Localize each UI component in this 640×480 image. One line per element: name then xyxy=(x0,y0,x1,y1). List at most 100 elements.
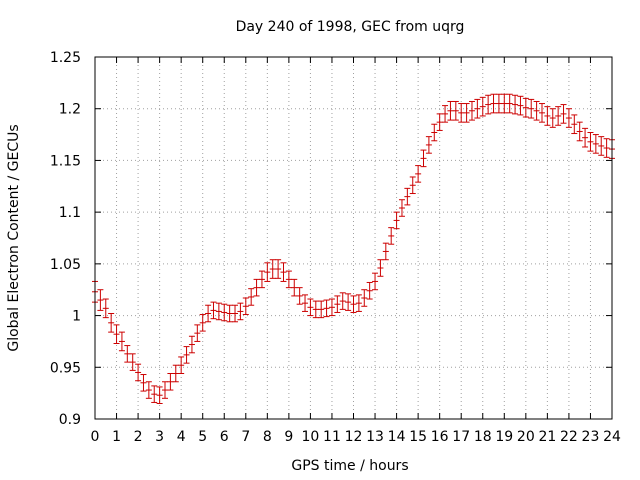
error-bar-point xyxy=(517,95,524,116)
error-bar-point xyxy=(145,381,152,399)
error-bar-point xyxy=(302,294,309,312)
x-tick-label: 15 xyxy=(409,429,427,445)
y-axis-label: Global Electron Content / GECUs xyxy=(6,124,22,351)
x-tick-label: 16 xyxy=(431,429,449,445)
error-bar-point xyxy=(555,106,562,126)
error-bar-point xyxy=(361,289,368,307)
error-bar-point xyxy=(97,289,104,311)
error-bar-point xyxy=(291,278,298,297)
chart-title: Day 240 of 1998, GEC from uqrg xyxy=(236,19,465,35)
x-tick-label: 21 xyxy=(538,429,556,445)
x-tick-label: 12 xyxy=(345,429,363,445)
error-bar-point xyxy=(118,331,125,352)
error-bar-point xyxy=(544,106,551,126)
error-bar-point xyxy=(280,262,287,282)
error-bar-point xyxy=(275,259,282,279)
x-tick-labels: 0 1 2 3 4 5 6 7 8 9 10 11 12 13 14 15 16 17 18 19 20 21 22 23 24 xyxy=(91,429,621,445)
x-tick-label: 1 xyxy=(112,429,121,445)
y-tick-label: 1.15 xyxy=(50,153,81,169)
error-bar-point xyxy=(598,136,605,156)
x-axis-label: GPS time / hours xyxy=(291,458,408,474)
error-bar-point xyxy=(334,295,341,313)
error-bar-point xyxy=(178,356,185,374)
y-tick-label: 1.1 xyxy=(59,205,81,221)
x-tick-label: 14 xyxy=(388,429,406,445)
error-bar-point xyxy=(490,93,497,114)
error-bar-point xyxy=(468,100,475,121)
error-bar-point xyxy=(355,294,362,312)
error-bar-point xyxy=(151,385,158,403)
error-bar-point xyxy=(345,293,352,311)
y-tick-label: 0.9 xyxy=(59,412,81,428)
error-bar-point xyxy=(479,96,486,117)
error-bar-point xyxy=(226,304,233,323)
error-bar-point xyxy=(522,97,529,118)
error-bar-point xyxy=(576,121,583,142)
error-bar-point xyxy=(425,136,432,154)
error-bar-point xyxy=(409,176,416,195)
x-tick-label: 24 xyxy=(603,429,621,445)
error-bar-point xyxy=(420,149,427,168)
error-bar-point xyxy=(587,132,594,152)
y-tick-label: 1.05 xyxy=(50,257,81,273)
error-bar-point xyxy=(296,287,303,305)
error-bar-point xyxy=(436,113,443,131)
error-bar-point xyxy=(463,103,470,123)
error-bar-point xyxy=(188,335,195,354)
error-bars xyxy=(92,93,615,404)
error-bar-point xyxy=(124,345,131,363)
error-bar-point xyxy=(538,103,545,123)
y-tick-label: 1.2 xyxy=(59,102,81,118)
x-tick-label: 17 xyxy=(452,429,470,445)
error-bar-point xyxy=(205,304,212,323)
error-bar-point xyxy=(506,93,513,114)
error-bar-point xyxy=(156,386,163,404)
error-bar-point xyxy=(366,281,373,300)
error-bar-point xyxy=(377,259,384,277)
y-tick-labels: 0.9 0.95 1 1.05 1.1 1.15 1.2 1.25 xyxy=(50,50,81,428)
error-bar-point xyxy=(388,227,395,245)
error-bar-point xyxy=(318,300,325,319)
error-bar-point xyxy=(253,278,260,297)
x-tick-label: 22 xyxy=(560,429,578,445)
error-bar-point xyxy=(172,364,179,383)
x-tick-label: 3 xyxy=(155,429,164,445)
x-tick-label: 11 xyxy=(323,429,341,445)
error-bar-point xyxy=(452,100,459,121)
error-bar-point xyxy=(323,299,330,318)
error-bar-point xyxy=(232,304,239,323)
error-bar-point xyxy=(248,288,255,306)
x-tick-label: 6 xyxy=(220,429,229,445)
x-tick-label: 2 xyxy=(134,429,143,445)
error-bar-point xyxy=(167,372,174,391)
error-bar-point xyxy=(307,298,314,317)
x-tick-label: 19 xyxy=(495,429,513,445)
error-bar-point xyxy=(442,105,449,123)
error-bar-point xyxy=(258,270,265,289)
error-bar-point xyxy=(102,298,109,319)
error-bar-point xyxy=(129,353,136,371)
error-bar-point xyxy=(135,363,142,382)
error-bar-point xyxy=(458,103,465,123)
x-tick-label: 9 xyxy=(284,429,293,445)
error-bar-point xyxy=(312,300,319,319)
error-bar-point xyxy=(549,108,556,128)
error-bar-point xyxy=(328,298,335,317)
x-tick-label: 18 xyxy=(474,429,492,445)
y-tick-label: 1 xyxy=(72,309,81,325)
error-bar-point xyxy=(571,114,578,135)
grid-lines xyxy=(95,57,612,419)
x-tick-label: 4 xyxy=(177,429,186,445)
axis-ticks xyxy=(94,56,613,420)
error-bar-point xyxy=(210,301,217,320)
error-bar-point xyxy=(474,98,481,119)
error-bar-point xyxy=(592,134,599,154)
x-tick-label: 5 xyxy=(198,429,207,445)
x-tick-label: 23 xyxy=(582,429,600,445)
y-tick-label: 0.95 xyxy=(50,360,81,376)
error-bar-point xyxy=(285,270,292,289)
error-bar-point xyxy=(140,374,147,392)
plot-frame xyxy=(94,56,613,420)
error-bar-point xyxy=(404,187,411,206)
